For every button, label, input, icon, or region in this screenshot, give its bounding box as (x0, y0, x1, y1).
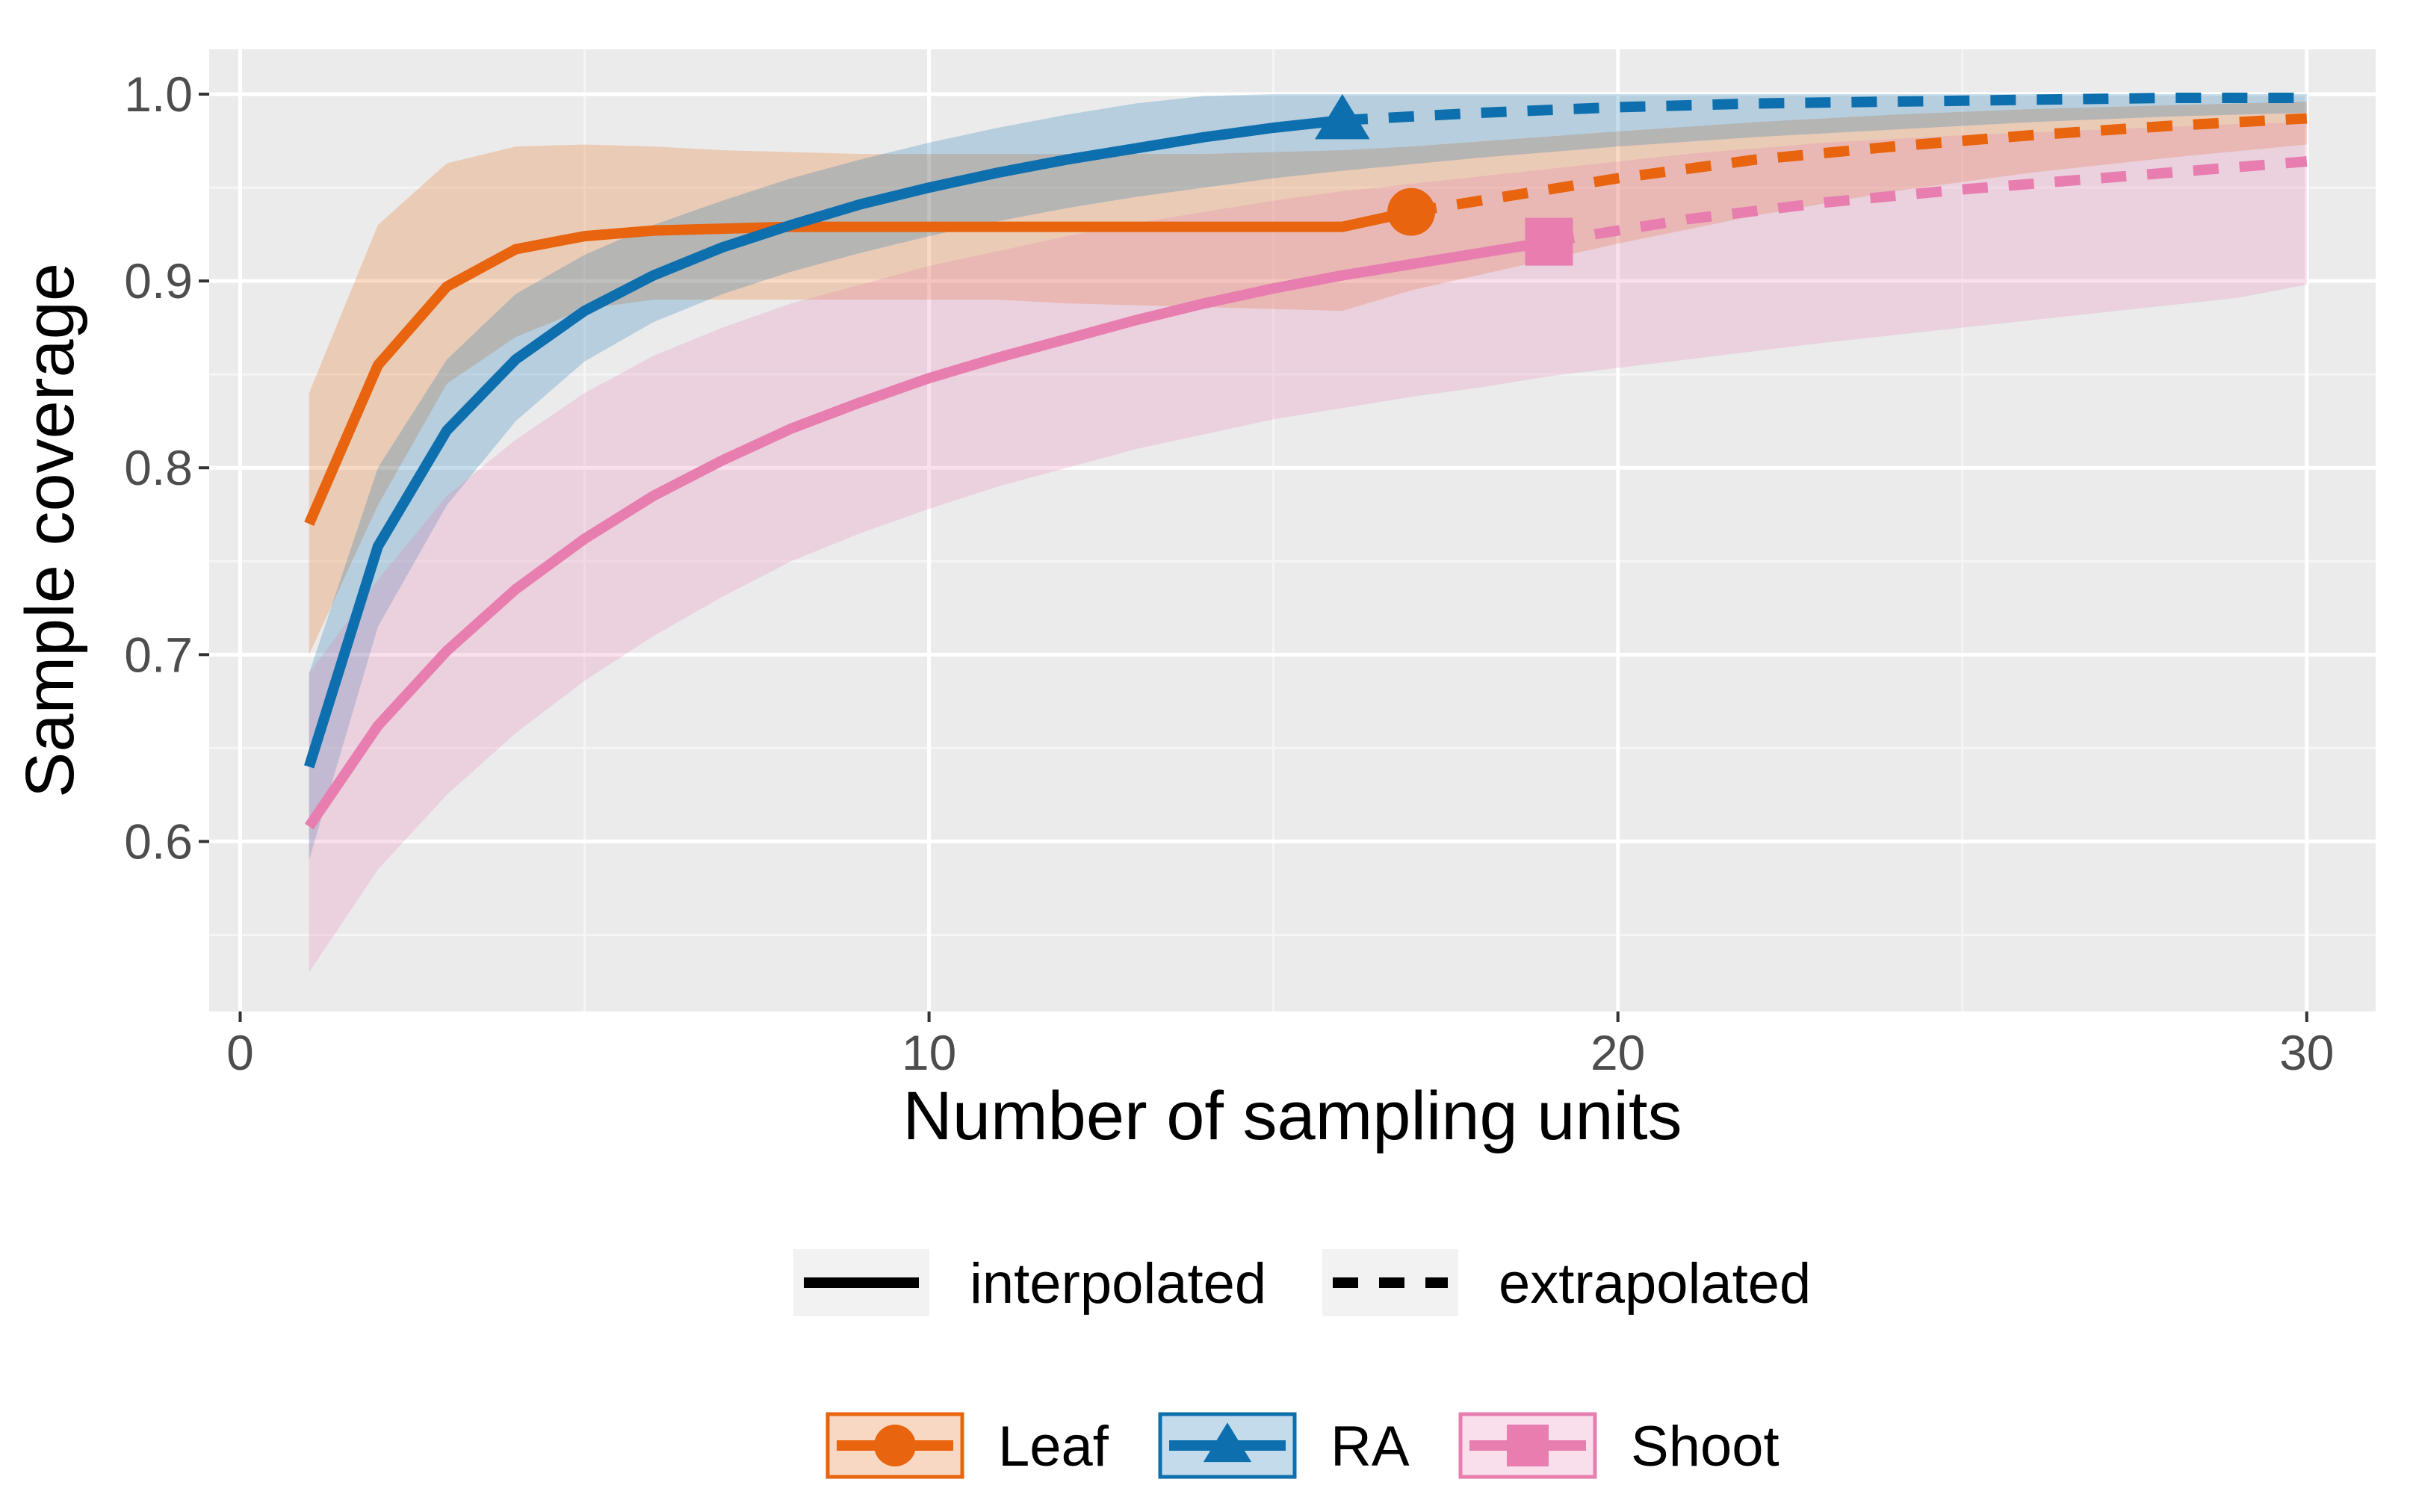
leaf-interpolated-line (304, 206, 1413, 526)
leaf-observed-marker (1387, 188, 1436, 236)
axis-ticks (199, 93, 2308, 1022)
y-tick-label: 0.6 (124, 814, 193, 869)
x-tick-label: 0 (226, 1025, 254, 1080)
legend-label-leaf: Leaf (998, 1415, 1109, 1478)
legend-series: Leaf RA Shoot (826, 1412, 1779, 1479)
legend-label-ra: RA (1331, 1415, 1410, 1478)
legend-marker-leaf (874, 1425, 916, 1466)
shoot-observed-marker (1525, 217, 1573, 266)
ra-extrapolated-line (1342, 93, 2307, 126)
y-tick-label: 0.7 (124, 627, 193, 682)
observed-markers (1315, 93, 1573, 266)
y-axis-title: Sample coverage (12, 263, 88, 798)
legend-label-shoot: Shoot (1631, 1415, 1779, 1478)
y-tick-label: 0.9 (124, 253, 193, 309)
leaf-confidence-band (309, 102, 2307, 655)
legend-marker-ra (1203, 1422, 1252, 1463)
x-axis-title: Number of sampling units (902, 1078, 1682, 1154)
series-lines (304, 93, 2308, 830)
y-tick-label: 0.8 (124, 440, 193, 495)
x-tick-labels: 0 10 20 30 (226, 1025, 2334, 1080)
y-tick-label: 1.0 (124, 66, 193, 122)
x-tick-label: 20 (1590, 1025, 1645, 1080)
legend-label-extrapolated: extrapolated (1499, 1252, 1811, 1316)
x-tick-label: 30 (2279, 1025, 2334, 1080)
shoot-extrapolated-line (1548, 156, 2308, 247)
ra-observed-marker (1315, 93, 1370, 140)
legend-linetype: interpolated extrapolated (793, 1249, 1811, 1316)
x-tick-label: 10 (902, 1025, 956, 1080)
legend-marker-shoot (1507, 1425, 1549, 1466)
plot-panel (209, 49, 2376, 1011)
major-gridlines (209, 49, 2376, 1011)
shoot-interpolated-line (304, 236, 1550, 830)
y-tick-labels: 0.6 0.7 0.8 0.9 1.0 (124, 66, 193, 869)
shoot-confidence-band (309, 122, 2307, 973)
ra-interpolated-line (304, 115, 1343, 769)
confidence-bands (309, 94, 2307, 973)
leaf-extrapolated-line (1410, 113, 2308, 217)
legend-label-interpolated: interpolated (970, 1252, 1266, 1316)
minor-gridlines (209, 49, 2376, 1011)
